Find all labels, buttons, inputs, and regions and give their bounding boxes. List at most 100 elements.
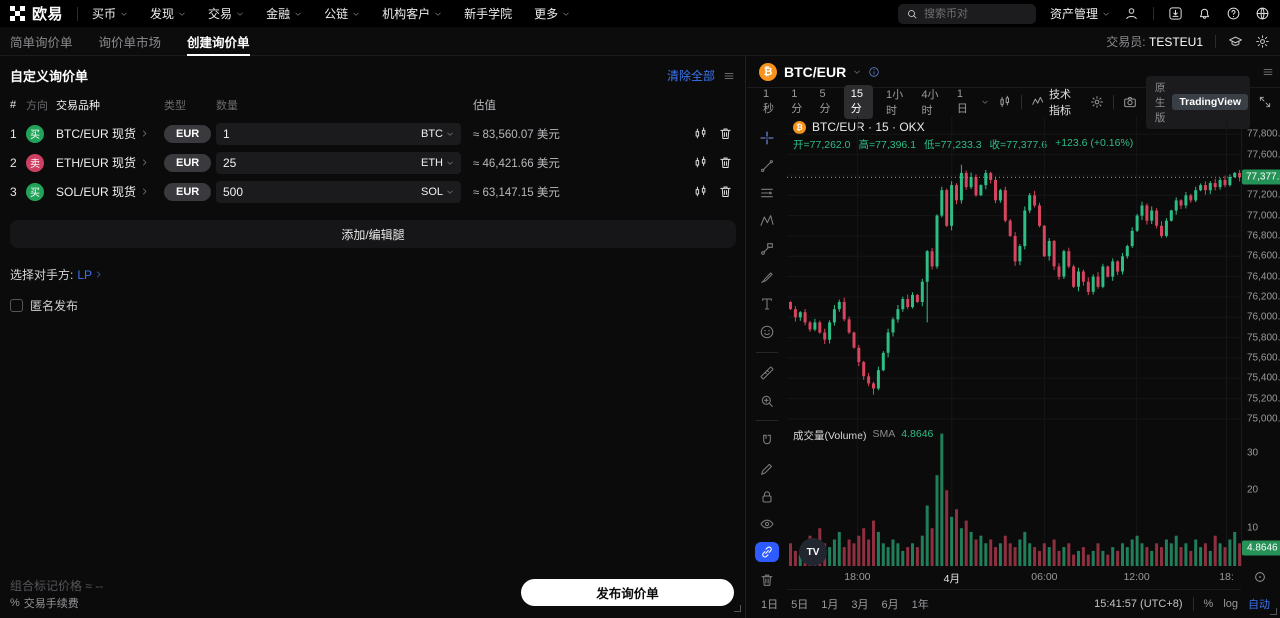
bell-icon[interactable]	[1197, 6, 1212, 21]
user-icon[interactable]	[1124, 6, 1139, 21]
instrument-link[interactable]: SOL/EUR 现货	[56, 183, 164, 200]
ruler-icon[interactable]	[755, 363, 779, 383]
timeframe-1秒[interactable]: 1秒	[763, 88, 774, 115]
crosshair-icon[interactable]	[755, 128, 779, 148]
link-icon[interactable]	[755, 542, 779, 563]
nav-item-6[interactable]: 新手学院	[464, 5, 512, 22]
amount-input[interactable]	[223, 126, 421, 141]
indicators-button[interactable]: 技术指标	[1031, 86, 1081, 118]
nav-item-0[interactable]: 买币	[92, 5, 128, 22]
trash-icon[interactable]	[755, 570, 779, 590]
range-1月[interactable]: 1月	[821, 599, 839, 611]
publish-rfq-button[interactable]: 发布询价单	[521, 579, 734, 606]
unit-dropdown[interactable]: SOL	[421, 186, 454, 198]
trend-line-icon[interactable]	[755, 156, 779, 176]
native-version-button[interactable]: 原生版	[1154, 81, 1166, 124]
chart-icon[interactable]	[693, 155, 708, 170]
timeframe-1小时[interactable]: 1小时	[885, 89, 904, 117]
candle-style-icon[interactable]	[998, 95, 1012, 109]
tab-rfq-market[interactable]: 询价单市场	[98, 35, 162, 50]
indicator-icon	[1031, 95, 1045, 109]
chart-pair[interactable]: BTC/EUR	[784, 63, 847, 80]
chevron-down-icon[interactable]	[981, 98, 989, 106]
timeframe-1分[interactable]: 1分	[791, 88, 803, 115]
xabcd-pattern-icon[interactable]	[755, 211, 779, 231]
info-icon[interactable]	[868, 66, 880, 78]
tradingview-logo[interactable]: TV	[799, 538, 827, 566]
panel-menu-icon[interactable]	[723, 70, 735, 82]
counterparty-link[interactable]: LP	[77, 268, 103, 282]
resize-handle[interactable]	[1270, 608, 1277, 615]
help-icon[interactable]	[1226, 6, 1241, 21]
instrument-link[interactable]: BTC/EUR 现货	[56, 125, 164, 142]
trash-icon[interactable]	[718, 126, 733, 141]
unit-dropdown[interactable]: ETH	[421, 157, 454, 169]
tab-create-rfq[interactable]: 创建询价单	[187, 27, 250, 56]
range-1年[interactable]: 1年	[911, 599, 929, 611]
range-1日[interactable]: 1日	[761, 599, 779, 611]
graduation-cap-icon[interactable]	[1228, 34, 1243, 49]
chart-icon[interactable]	[693, 126, 708, 141]
add-edit-legs-button[interactable]: 添加/编辑腿	[10, 220, 736, 248]
clear-all-button[interactable]: 清除全部	[666, 69, 715, 83]
text-icon[interactable]	[755, 295, 779, 315]
search-input[interactable]	[923, 7, 1028, 20]
nav-item-4[interactable]: 公链	[324, 5, 360, 22]
search-box[interactable]	[897, 3, 1036, 24]
gear-icon[interactable]	[1255, 34, 1270, 49]
range-6月[interactable]: 6月	[881, 599, 899, 611]
timeframe-5分[interactable]: 5分	[819, 88, 831, 115]
chart-plot-area[interactable]: ₿ BTC/EUR · 15 · OKX 开=77,262.0 高=77,396…	[787, 116, 1241, 566]
nav-item-3[interactable]: 金融	[266, 5, 302, 22]
nav-item-5[interactable]: 机构客户	[382, 5, 442, 22]
edit-lock-icon[interactable]	[755, 459, 779, 479]
amount-input[interactable]	[223, 155, 421, 170]
globe-icon[interactable]	[1255, 6, 1270, 21]
horizontal-lines-icon[interactable]	[755, 184, 779, 204]
percent-scale-button[interactable]: %	[1203, 598, 1214, 610]
trash-icon[interactable]	[718, 184, 733, 199]
anonymous-checkbox[interactable]	[10, 299, 23, 312]
lock-icon[interactable]	[755, 487, 779, 507]
chart-icon[interactable]	[693, 184, 708, 199]
fullscreen-icon[interactable]	[1258, 95, 1272, 109]
hide-icon[interactable]	[755, 515, 779, 535]
range-5日[interactable]: 5日	[791, 599, 809, 611]
unit-dropdown[interactable]: BTC	[421, 128, 454, 140]
chart-clock[interactable]: 15:41:57 (UTC+8)	[1094, 598, 1183, 610]
nav-item-2[interactable]: 交易	[208, 5, 244, 22]
timeframe-4小时[interactable]: 4小时	[921, 89, 939, 117]
time-axis[interactable]: 18:00 4月 06:00 12:00 18:	[787, 566, 1265, 590]
trash-icon[interactable]	[718, 155, 733, 170]
resize-handle[interactable]	[734, 605, 741, 612]
okx-logo[interactable]: 欧易	[10, 3, 63, 24]
log-scale-button[interactable]: log	[1223, 598, 1238, 610]
forecast-icon[interactable]	[755, 239, 779, 259]
chevron-down-icon[interactable]	[853, 68, 861, 76]
currency-type-pill[interactable]: EUR	[164, 182, 212, 201]
chart-menu-icon[interactable]	[1262, 66, 1274, 78]
asset-management-menu[interactable]: 资产管理	[1050, 5, 1110, 22]
currency-type-pill[interactable]: EUR	[164, 124, 212, 143]
emoji-icon[interactable]	[755, 322, 779, 342]
goto-realtime-icon[interactable]	[1253, 570, 1267, 584]
tab-simple-rfq[interactable]: 简单询价单	[10, 35, 73, 50]
currency-type-pill[interactable]: EUR	[164, 153, 212, 172]
btc-coin-icon: ₿	[793, 120, 806, 134]
screenshot-icon[interactable]	[1123, 95, 1137, 109]
timeframe-1日[interactable]: 1日	[956, 88, 968, 115]
tradingview-version-button[interactable]: TradingView	[1172, 94, 1249, 110]
chart-settings-icon[interactable]	[1090, 95, 1104, 109]
auto-scale-button[interactable]: 自动	[1248, 599, 1270, 611]
instrument-link[interactable]: ETH/EUR 现货	[56, 154, 164, 171]
zoom-in-icon[interactable]	[755, 391, 779, 411]
amount-input[interactable]	[223, 184, 421, 199]
nav-item-1[interactable]: 发现	[150, 5, 186, 22]
nav-item-7[interactable]: 更多	[534, 5, 570, 22]
brush-icon[interactable]	[755, 267, 779, 287]
magnet-icon[interactable]	[755, 431, 779, 451]
price-axis[interactable]: 77,800.077,600.077,400.077,200.077,000.0…	[1241, 116, 1280, 566]
download-icon[interactable]	[1168, 6, 1183, 21]
timeframe-15分[interactable]: 15分	[843, 85, 873, 119]
range-3月[interactable]: 3月	[851, 599, 869, 611]
